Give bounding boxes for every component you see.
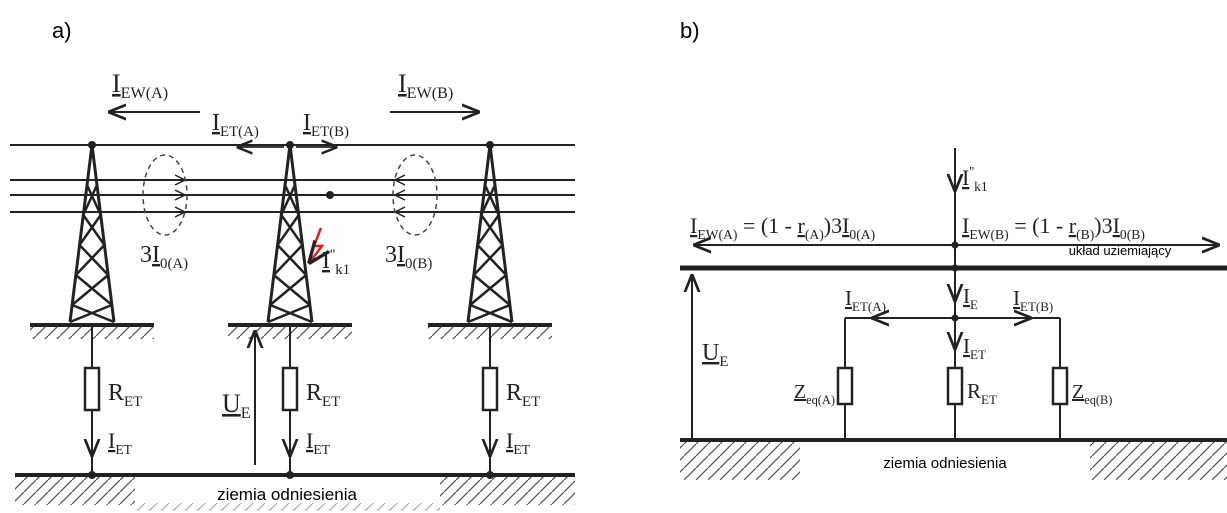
symbol-main: I [322, 248, 330, 274]
resistor [483, 368, 497, 410]
symbol-sub: ET(A) [852, 299, 886, 314]
symbol-sub: EW(B) [969, 227, 1008, 243]
resistor [85, 368, 99, 410]
symbol-sub: ET [313, 442, 330, 457]
symbol-main: Z [794, 381, 806, 403]
symbol-main: I [1113, 213, 1120, 238]
node [486, 141, 494, 149]
symbol-main: R [108, 380, 124, 406]
symbol-main: I [303, 110, 311, 136]
symbol-main: R [506, 380, 522, 406]
symbol-main: I [152, 242, 160, 268]
symbol-main: I [112, 69, 121, 98]
node [952, 315, 959, 322]
symbol-sub: E [970, 297, 978, 312]
symbol-sub: ET [124, 394, 142, 410]
light-hatching [135, 503, 440, 511]
symbol-sub: ET [981, 392, 997, 407]
symbol-main: I [397, 242, 405, 268]
symbol-main: I [842, 213, 849, 238]
symbol-prime: '' [330, 247, 335, 263]
resistor [1053, 368, 1067, 404]
symbol-sub: 0(B) [405, 256, 432, 272]
symbol-sub: ET(B) [1020, 299, 1053, 314]
symbol-main: I [845, 286, 852, 310]
symbol-sub: k1 [974, 179, 988, 194]
node [952, 265, 959, 272]
diagram: a) b) ziemia odniesienia ziemia odniesie… [0, 0, 1227, 513]
symbol-sub: ET [970, 347, 986, 362]
symbol-sub: ET(B) [311, 124, 349, 140]
symbol-sub: ET [115, 442, 132, 457]
panel-label: a) [52, 18, 72, 43]
symbol-main: 3 [140, 242, 152, 268]
ground-label: ziemia odniesienia [217, 485, 357, 504]
resistor [948, 368, 962, 404]
symbol-main: = (1 - [737, 213, 797, 238]
symbol-sub: 0(A) [160, 256, 188, 272]
ground-label: ziemia odniesienia [883, 455, 1007, 472]
resistor [283, 368, 297, 410]
symbol-sub: ET [522, 394, 540, 410]
symbol-sub: ET [513, 442, 530, 457]
symbol-main: I [108, 428, 115, 453]
symbol-sub: ET [322, 394, 340, 410]
symbol-sub: 0(A) [849, 227, 875, 243]
panel-label: b) [680, 18, 700, 43]
symbol-main: I [962, 213, 969, 238]
symbol-sub: (A) [805, 227, 824, 243]
node [88, 141, 96, 149]
symbol-sub: (B) [1076, 227, 1094, 243]
symbol-sub: E [241, 405, 251, 422]
symbol-main: U [222, 389, 241, 418]
symbol-main: I [962, 165, 969, 190]
hatching [680, 442, 800, 480]
symbol-main: I [398, 69, 407, 98]
symbol-sub: k1 [335, 262, 350, 278]
symbol-sub: EW(A) [121, 85, 168, 102]
symbol-main: I [1013, 286, 1020, 310]
symbol-main: = (1 - [1009, 213, 1069, 238]
symbol-prime: '' [969, 164, 974, 179]
symbol-main: U [702, 340, 719, 366]
symbol-main: R [306, 380, 322, 406]
symbol-main: I [306, 428, 313, 453]
symbol-main: )3 [1094, 213, 1112, 238]
symbol-main: 3 [385, 242, 397, 268]
symbol-sub: eq(B) [1084, 393, 1112, 407]
symbol-sub: EW(A) [697, 227, 737, 243]
fault-point [326, 191, 334, 199]
symbol-main: Z [1072, 381, 1084, 403]
symbol-sub: EW(B) [407, 85, 454, 102]
symbol-main: I [963, 334, 970, 358]
node [952, 242, 959, 249]
symbol-main: I [963, 284, 970, 308]
symbol-main: )3 [824, 213, 842, 238]
symbol-sub: 0(B) [1120, 227, 1145, 243]
hatching [440, 477, 575, 505]
symbol-sub: eq(A) [806, 393, 835, 407]
symbol-main: I [690, 213, 697, 238]
hatching [15, 477, 135, 505]
symbol-sub: E [719, 354, 728, 370]
symbol-sub: ET(A) [220, 124, 259, 140]
hatching [1090, 442, 1227, 480]
symbol-main: I [212, 110, 220, 136]
symbol-main: I [506, 428, 513, 453]
node [286, 141, 294, 149]
symbol-main: R [967, 379, 981, 403]
resistor [838, 368, 852, 404]
